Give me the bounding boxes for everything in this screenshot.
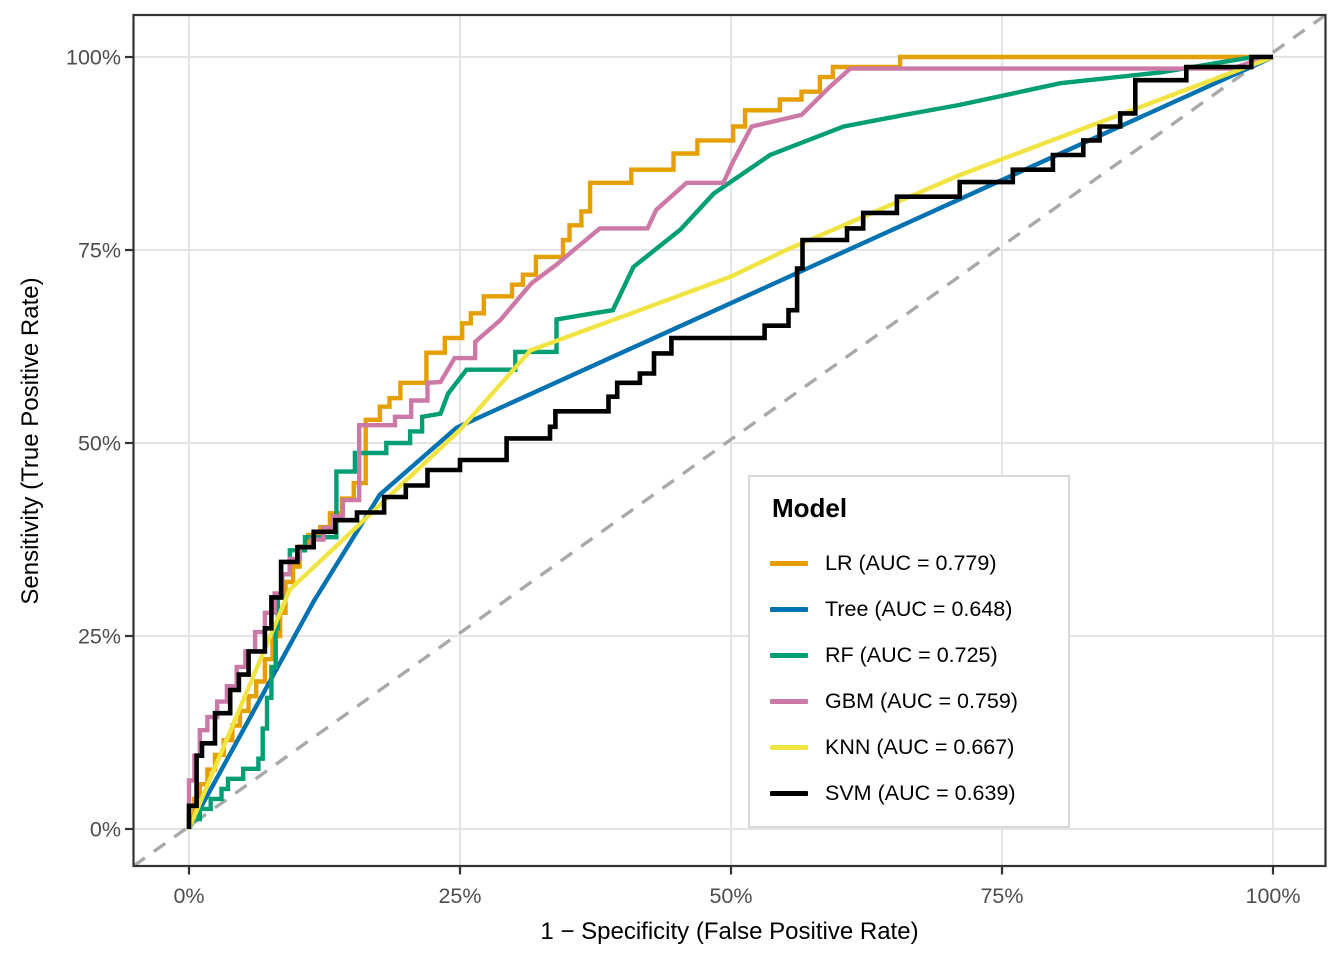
panel-border xyxy=(132,13,1327,868)
legend-item-rf: RF (AUC = 0.725) xyxy=(750,632,1068,678)
roc-curve-knn xyxy=(186,54,1274,830)
legend-key-line-lr xyxy=(770,560,808,566)
x-tick-label: 75% xyxy=(980,884,1023,908)
legend-label-gbm: GBM (AUC = 0.759) xyxy=(825,688,1018,713)
y-axis-title: Sensitivity (True Positive Rate) xyxy=(17,277,44,605)
x-tick-label: 25% xyxy=(438,884,481,908)
x-axis-title: 1 − Specificity (False Positive Rate) xyxy=(540,918,919,945)
legend-label-lr: LR (AUC = 0.779) xyxy=(825,550,997,575)
reference-diagonal-line xyxy=(132,13,1327,868)
legend-item-gbm: GBM (AUC = 0.759) xyxy=(750,678,1068,724)
y-tick-label: 75% xyxy=(78,239,121,263)
legend-key-line-gbm xyxy=(770,698,808,704)
legend-item-svm: SVM (AUC = 0.639) xyxy=(750,770,1068,816)
legend-label-svm: SVM (AUC = 0.639) xyxy=(825,780,1016,805)
y-tick-label: 0% xyxy=(90,818,121,842)
y-tick-label: 100% xyxy=(66,46,121,70)
legend-title: Model xyxy=(772,493,848,523)
legend-key-line-knn xyxy=(770,744,808,750)
legend-label-rf: RF (AUC = 0.725) xyxy=(825,642,998,667)
legend-key-line-svm xyxy=(770,790,808,796)
legend-key-line-rf xyxy=(770,652,808,658)
y-tick-label: 50% xyxy=(78,432,121,456)
legend: Model LR (AUC = 0.779) Tree (AUC = 0.648… xyxy=(748,475,1070,828)
legend-label-tree: Tree (AUC = 0.648) xyxy=(825,596,1013,621)
legend-item-tree: Tree (AUC = 0.648) xyxy=(750,586,1068,632)
legend-key-line-tree xyxy=(770,606,808,612)
legend-item-knn: KNN (AUC = 0.667) xyxy=(750,724,1068,770)
legend-item-lr: LR (AUC = 0.779) xyxy=(750,540,1068,586)
legend-label-knn: KNN (AUC = 0.667) xyxy=(825,734,1015,759)
roc-curve-lr xyxy=(186,54,1273,830)
y-tick-label: 25% xyxy=(78,625,121,649)
roc-curve-svm xyxy=(186,54,1273,829)
roc-curve-rf xyxy=(186,54,1273,829)
x-tick-label: 0% xyxy=(173,884,204,908)
x-tick-label: 50% xyxy=(709,884,752,908)
x-tick-label: 100% xyxy=(1246,884,1301,908)
